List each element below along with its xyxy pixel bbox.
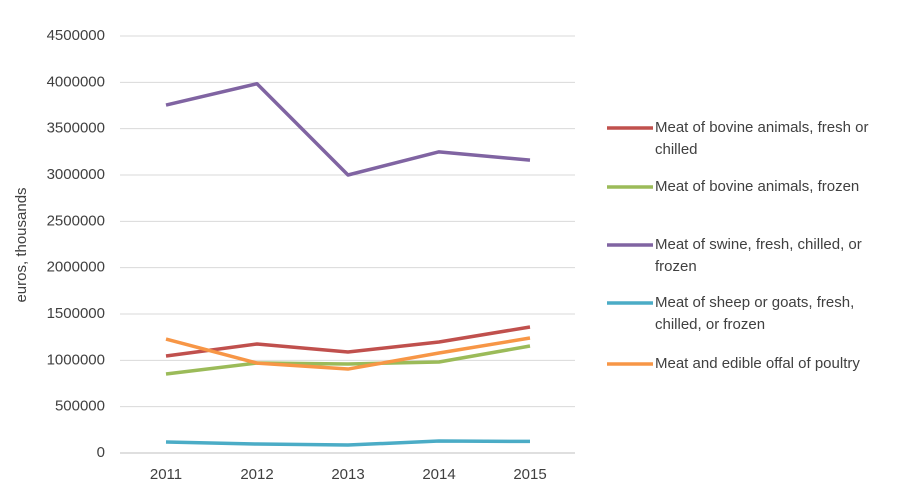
legend-label: Meat of swine, fresh, chilled, or frozen [655, 236, 862, 275]
y-tick-label: 3000000 [47, 166, 105, 183]
legend-label: Meat and edible offal of poultry [655, 355, 860, 372]
y-tick-label: 2500000 [47, 212, 105, 229]
x-tick-label: 2011 [150, 466, 182, 483]
series-line [165, 336, 531, 371]
x-tick-label: 2012 [240, 466, 273, 483]
series-line [165, 325, 531, 358]
y-tick-label: 0 [97, 444, 105, 461]
legend-label: Meat of bovine animals, frozen [655, 178, 860, 195]
y-tick-label: 1500000 [47, 305, 105, 322]
legend-label: Meat of sheep or goats, fresh, chilled, … [655, 294, 855, 333]
x-tick-label: 2013 [331, 466, 364, 483]
y-tick-label: 4500000 [47, 27, 105, 44]
y-tick-label: 3500000 [47, 120, 105, 137]
series-line [165, 439, 531, 447]
series-line [165, 81, 531, 177]
y-axis-label: euros, thousands [13, 187, 30, 302]
y-tick-label: 500000 [55, 398, 105, 415]
y-tick-label: 4000000 [47, 73, 105, 90]
x-tick-label: 2015 [513, 466, 546, 483]
series-line [165, 344, 531, 376]
legend-label: Meat of bovine animals, fresh or chilled [655, 119, 869, 158]
x-tick-label: 2014 [422, 466, 455, 483]
y-tick-label: 1000000 [47, 351, 105, 368]
y-tick-label: 2000000 [47, 259, 105, 276]
